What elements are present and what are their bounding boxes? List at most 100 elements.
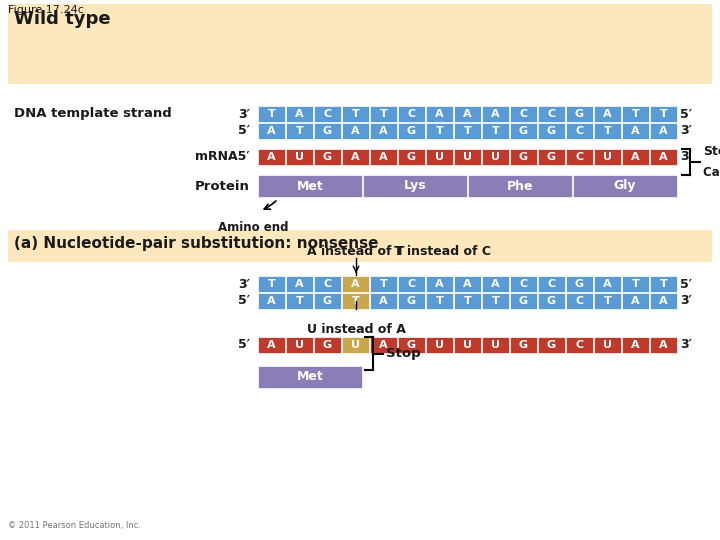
FancyBboxPatch shape bbox=[370, 337, 397, 353]
FancyBboxPatch shape bbox=[510, 276, 537, 292]
FancyBboxPatch shape bbox=[342, 293, 369, 309]
Text: 5′: 5′ bbox=[680, 107, 692, 120]
Text: T: T bbox=[603, 296, 611, 306]
FancyBboxPatch shape bbox=[566, 276, 593, 292]
Text: T: T bbox=[296, 126, 303, 136]
Text: U: U bbox=[435, 340, 444, 350]
Text: C: C bbox=[408, 109, 415, 119]
FancyBboxPatch shape bbox=[566, 293, 593, 309]
Text: Wild type: Wild type bbox=[14, 10, 111, 28]
Text: G: G bbox=[323, 296, 332, 306]
FancyBboxPatch shape bbox=[370, 293, 397, 309]
Text: G: G bbox=[575, 109, 584, 119]
FancyBboxPatch shape bbox=[573, 175, 678, 197]
Text: C: C bbox=[519, 109, 528, 119]
FancyBboxPatch shape bbox=[650, 149, 677, 165]
FancyBboxPatch shape bbox=[258, 106, 285, 122]
FancyBboxPatch shape bbox=[314, 337, 341, 353]
Text: A: A bbox=[463, 279, 472, 289]
Text: T: T bbox=[436, 126, 444, 136]
FancyBboxPatch shape bbox=[650, 106, 677, 122]
Text: A: A bbox=[267, 296, 276, 306]
Text: A: A bbox=[603, 279, 612, 289]
Text: T: T bbox=[379, 279, 387, 289]
Text: A: A bbox=[491, 279, 500, 289]
FancyBboxPatch shape bbox=[342, 149, 369, 165]
Text: T: T bbox=[660, 279, 667, 289]
FancyBboxPatch shape bbox=[650, 276, 677, 292]
Text: A: A bbox=[295, 279, 304, 289]
Text: C: C bbox=[547, 279, 556, 289]
Text: A: A bbox=[660, 126, 668, 136]
Text: A: A bbox=[660, 340, 668, 350]
Text: Met: Met bbox=[297, 179, 323, 192]
Text: Figure 17.24c: Figure 17.24c bbox=[8, 5, 84, 15]
FancyBboxPatch shape bbox=[622, 276, 649, 292]
FancyBboxPatch shape bbox=[342, 337, 369, 353]
FancyBboxPatch shape bbox=[566, 106, 593, 122]
Text: T: T bbox=[631, 109, 639, 119]
FancyBboxPatch shape bbox=[566, 149, 593, 165]
Text: A: A bbox=[351, 152, 360, 162]
Text: G: G bbox=[575, 279, 584, 289]
FancyBboxPatch shape bbox=[258, 175, 362, 197]
FancyBboxPatch shape bbox=[622, 106, 649, 122]
Text: U: U bbox=[463, 340, 472, 350]
FancyBboxPatch shape bbox=[314, 293, 341, 309]
Text: Stop: Stop bbox=[703, 145, 720, 158]
Text: T: T bbox=[464, 296, 472, 306]
FancyBboxPatch shape bbox=[482, 123, 509, 139]
FancyBboxPatch shape bbox=[482, 149, 509, 165]
Text: T: T bbox=[660, 109, 667, 119]
Text: U: U bbox=[435, 152, 444, 162]
Text: C: C bbox=[408, 279, 415, 289]
FancyBboxPatch shape bbox=[538, 337, 565, 353]
FancyBboxPatch shape bbox=[622, 293, 649, 309]
FancyBboxPatch shape bbox=[510, 123, 537, 139]
Text: A: A bbox=[379, 296, 388, 306]
Text: G: G bbox=[323, 152, 332, 162]
FancyBboxPatch shape bbox=[314, 149, 341, 165]
Text: A: A bbox=[267, 152, 276, 162]
FancyBboxPatch shape bbox=[258, 123, 285, 139]
FancyBboxPatch shape bbox=[454, 276, 481, 292]
Text: 5′: 5′ bbox=[238, 339, 250, 352]
FancyBboxPatch shape bbox=[538, 106, 565, 122]
Text: G: G bbox=[323, 340, 332, 350]
Text: G: G bbox=[519, 340, 528, 350]
FancyBboxPatch shape bbox=[510, 149, 537, 165]
FancyBboxPatch shape bbox=[482, 293, 509, 309]
FancyBboxPatch shape bbox=[482, 337, 509, 353]
FancyBboxPatch shape bbox=[454, 106, 481, 122]
FancyBboxPatch shape bbox=[370, 276, 397, 292]
FancyBboxPatch shape bbox=[398, 106, 425, 122]
Text: G: G bbox=[323, 126, 332, 136]
FancyBboxPatch shape bbox=[650, 337, 677, 353]
Text: 3′: 3′ bbox=[680, 339, 692, 352]
Text: A: A bbox=[435, 279, 444, 289]
Text: 3′: 3′ bbox=[238, 107, 250, 120]
Text: U: U bbox=[603, 152, 612, 162]
Text: G: G bbox=[407, 126, 416, 136]
FancyBboxPatch shape bbox=[258, 276, 285, 292]
FancyBboxPatch shape bbox=[342, 123, 369, 139]
Text: Carboxyl end: Carboxyl end bbox=[703, 166, 720, 179]
Text: DNA template strand: DNA template strand bbox=[14, 107, 172, 120]
Text: T: T bbox=[296, 296, 303, 306]
Text: © 2011 Pearson Education, Inc.: © 2011 Pearson Education, Inc. bbox=[8, 521, 141, 530]
Text: A: A bbox=[379, 340, 388, 350]
Text: G: G bbox=[407, 340, 416, 350]
Text: T: T bbox=[379, 109, 387, 119]
FancyBboxPatch shape bbox=[342, 276, 369, 292]
FancyBboxPatch shape bbox=[426, 123, 453, 139]
Text: 3′: 3′ bbox=[680, 125, 692, 138]
FancyBboxPatch shape bbox=[650, 123, 677, 139]
Text: A: A bbox=[295, 109, 304, 119]
Text: A: A bbox=[267, 126, 276, 136]
Text: Met: Met bbox=[297, 370, 323, 383]
FancyBboxPatch shape bbox=[538, 149, 565, 165]
Text: A: A bbox=[631, 152, 640, 162]
Text: A: A bbox=[379, 152, 388, 162]
Text: C: C bbox=[323, 109, 332, 119]
Text: G: G bbox=[407, 152, 416, 162]
